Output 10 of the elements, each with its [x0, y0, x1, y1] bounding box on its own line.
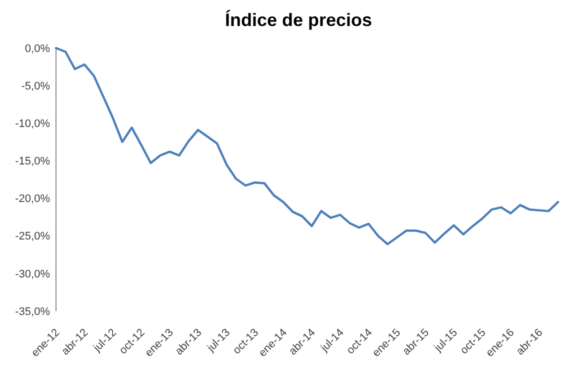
y-tick-label: -30,0%	[15, 268, 50, 280]
y-tick-label: -15,0%	[15, 156, 50, 168]
y-tick-label: -35,0%	[15, 306, 50, 318]
y-tick-label: -5,0%	[21, 80, 50, 92]
y-tick-label: -10,0%	[15, 118, 50, 130]
y-tick-label: 0,0%	[24, 42, 50, 55]
y-tick-label: -25,0%	[15, 230, 50, 243]
line-series	[54, 46, 560, 246]
chart-title: Índice de precios	[224, 10, 372, 30]
y-tick-label: -20,0%	[15, 193, 50, 206]
